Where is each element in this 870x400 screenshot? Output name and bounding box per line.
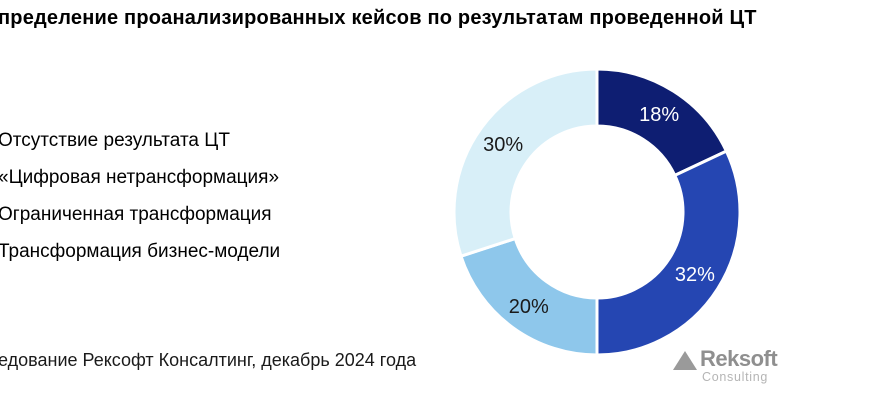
- legend: Отсутствие результата ЦТ «Цифровая нетра…: [0, 122, 280, 270]
- legend-item-no-result: Отсутствие результата ЦТ: [0, 130, 230, 151]
- donut-segment-20: [459, 236, 599, 357]
- source-note: едование Рексофт Консалтинг, декабрь 202…: [0, 350, 417, 370]
- donut-chart: 18% 32% 20% 30%: [452, 67, 742, 357]
- donut-segment-32: [595, 149, 742, 357]
- donut-label-30: 30%: [483, 134, 523, 156]
- donut-label-32: 32%: [675, 264, 715, 286]
- logo-brand-name: Reksoft: [700, 346, 778, 371]
- triangle-icon: [673, 351, 697, 370]
- legend-item-limited-transformation: Ограниченная трансформация: [0, 204, 272, 225]
- logo-text: Reksoft Consulting: [700, 346, 778, 384]
- donut-label-18: 18%: [639, 104, 679, 126]
- chart-title: пределение проанализированных кейсов по …: [0, 7, 757, 29]
- legend-item-business-model-transformation: Трансформация бизнес-модели: [0, 241, 281, 262]
- donut-segment-30: [452, 67, 599, 259]
- donut-label-20: 20%: [509, 296, 549, 318]
- legend-item-digital-nontransformation: «Цифровая нетрансформация»: [0, 167, 280, 188]
- logo-subtitle: Consulting: [702, 370, 769, 384]
- reksoft-logo: Reksoft Consulting: [673, 346, 778, 384]
